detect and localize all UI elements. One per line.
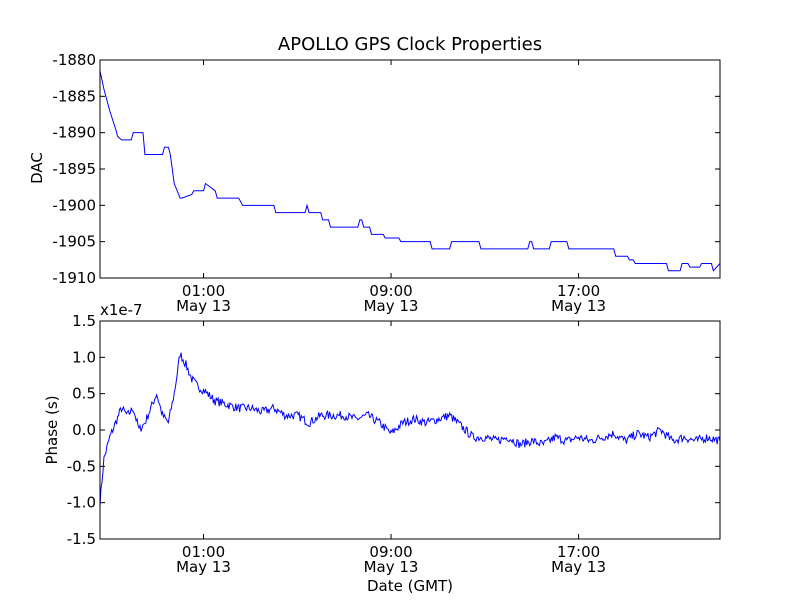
dac-ticks: -1880 -1885 -1890 -1895 -1900 -1905 -1910 01:00… [52,51,720,315]
y-tick-label: -1.5 [67,530,96,548]
phase-axes-frame [99,320,721,540]
y-tick-label: -1900 [52,196,96,214]
y-tick-label: 1.0 [72,348,96,366]
dac-y-axis-label: DAC [28,152,46,184]
y-tick-label: 0.0 [72,421,96,439]
x-tick-date-label: May 13 [176,558,231,576]
x-tick-date-label: May 13 [551,297,606,315]
y-tick-label: -1880 [52,51,96,69]
y-tick-label: 0.5 [72,385,96,403]
x-tick-time-label: 09:00 [369,543,412,561]
x-tick-date-label: May 13 [176,297,231,315]
phase-series-line [99,352,721,508]
y-tick-label: -1895 [52,160,96,178]
phase-offset-label: x1e-7 [100,301,143,319]
x-tick-time-label: 09:00 [369,282,412,300]
y-tick-label: -1890 [52,124,96,142]
phase-y-axis-label: Phase (s) [43,395,61,464]
y-tick-label: -1905 [52,233,96,251]
chart-title: APOLLO GPS Clock Properties [278,34,542,55]
x-tick-time-label: 01:00 [182,282,225,300]
x-tick-time-label: 17:00 [557,543,600,561]
x-axis-label: Date (GMT) [367,577,453,595]
y-tick-label: -1.0 [67,494,96,512]
x-tick-date-label: May 13 [364,297,419,315]
dac-panel: DAC -1880 -1885 -1890 -1895 -1900 -1905 -1910 0… [28,51,721,315]
phase-panel: Phase (s) x1e-7 1.5 1.0 0.5 0.0 -0.5 -1.0 -1.5… [43,301,721,576]
x-tick-time-label: 01:00 [182,543,225,561]
y-tick-label: -1885 [52,87,96,105]
y-tick-label: -1910 [52,269,96,287]
dac-axes-frame [99,59,721,279]
dac-series-line [99,70,721,272]
x-tick-time-label: 17:00 [557,282,600,300]
y-tick-label: 1.5 [72,312,96,330]
x-tick-date-label: May 13 [364,558,419,576]
y-tick-label: -0.5 [67,457,96,475]
x-tick-date-label: May 13 [551,558,606,576]
